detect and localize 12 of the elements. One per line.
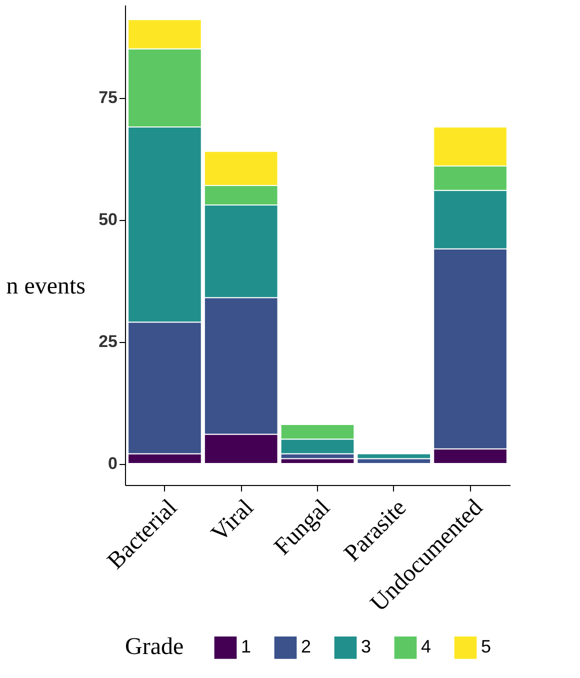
legend-label: 1 [241,636,252,657]
legend-label: 2 [301,636,312,657]
y-tick-label: 0 [108,454,118,474]
y-tick-label: 75 [98,88,118,108]
legend-title: Grade [125,634,184,660]
x-tick-label: Viral [206,494,260,548]
y-tick-label: 50 [98,210,118,230]
legend-label: 4 [421,636,432,657]
legend-label: 3 [361,636,372,657]
y-axis-title: n events [6,273,86,300]
y-tick-label: 25 [98,332,118,352]
legend-label: 5 [481,636,492,657]
